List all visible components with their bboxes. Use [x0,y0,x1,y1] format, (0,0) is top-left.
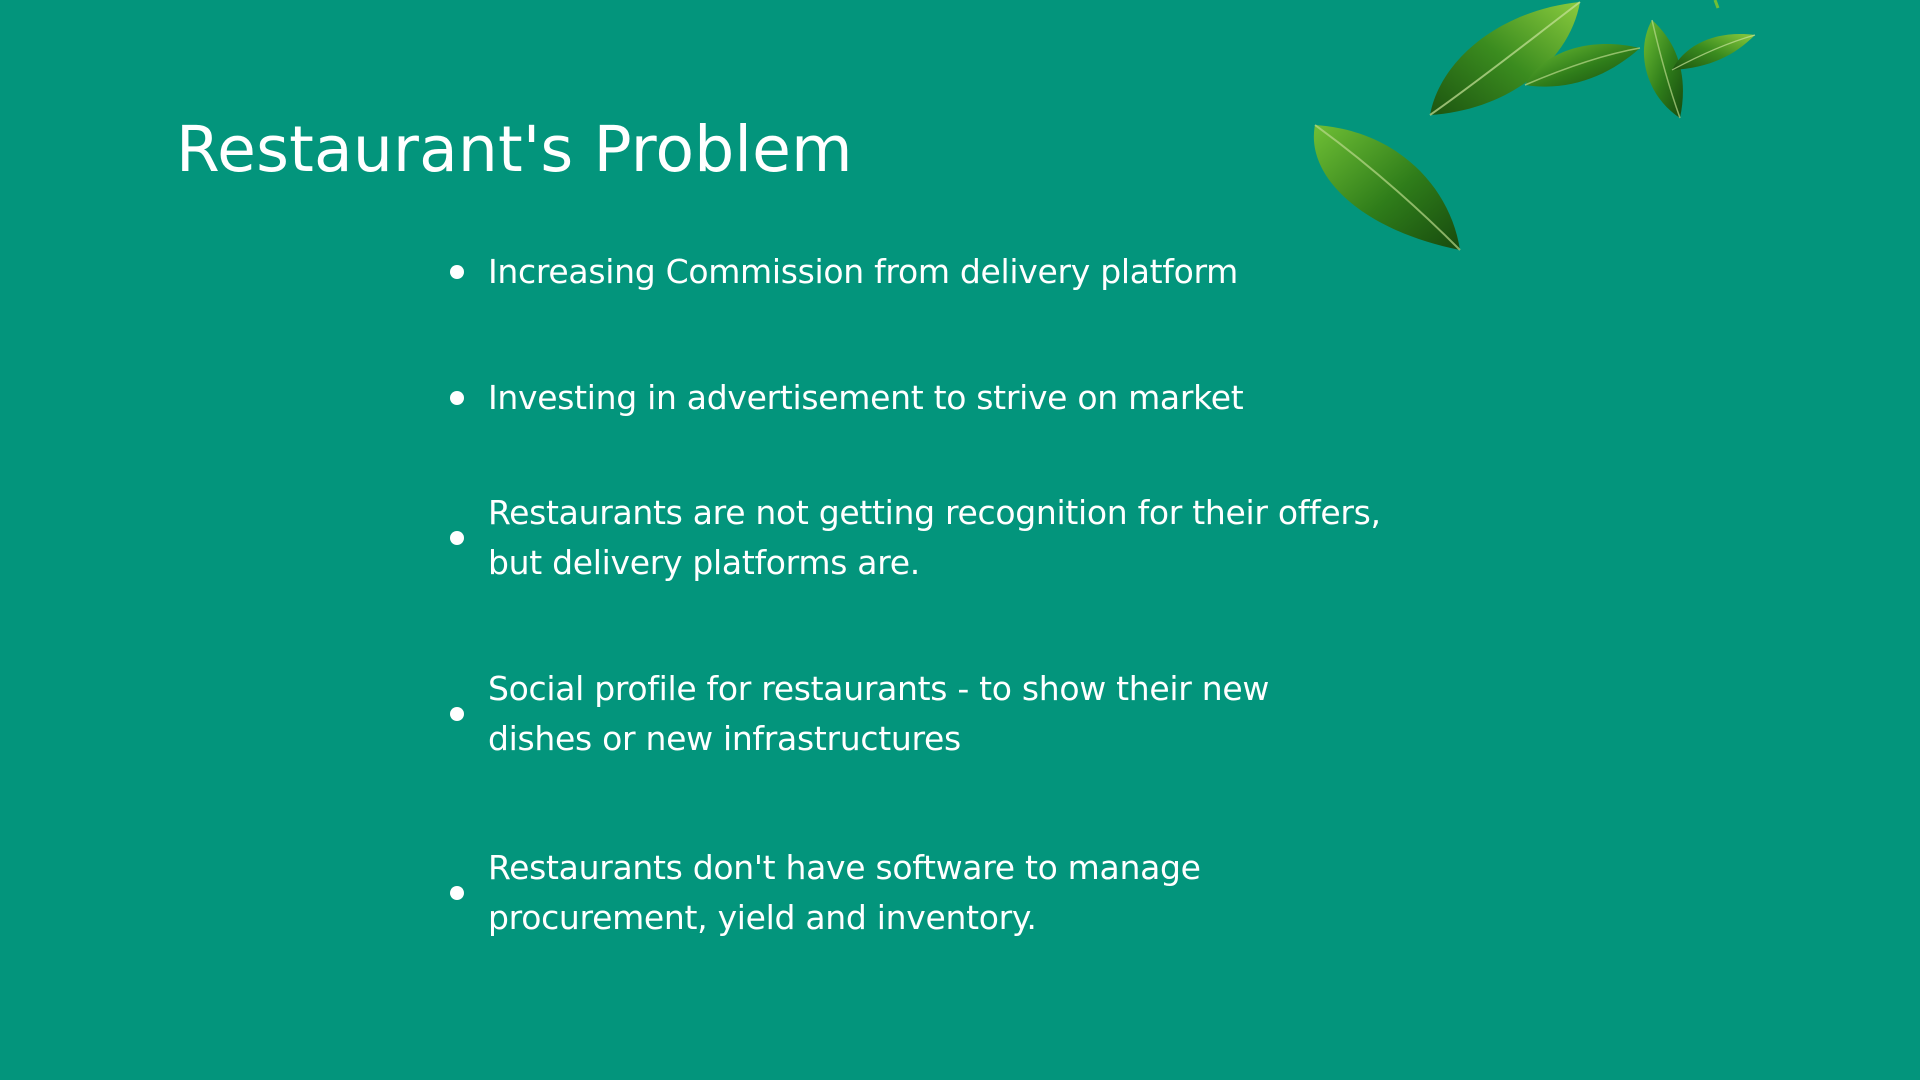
list-item: Restaurants don't have software to manag… [450,843,1450,943]
list-item: Investing in advertisement to strive on … [450,373,1450,423]
leaf-icon [1314,125,1460,250]
bullet-text: Increasing Commission from delivery plat… [488,247,1238,297]
list-item: Restaurants are not getting recognition … [450,488,1450,588]
bullet-text: Restaurants don't have software to manag… [488,843,1201,943]
bullet-dot-icon [450,886,464,900]
bullet-dot-icon [450,707,464,721]
slide-title: Restaurant's Problem [176,108,853,192]
list-item: Social profile for restaurants - to show… [450,664,1450,764]
bullet-dot-icon [450,531,464,545]
bullet-dot-icon [450,265,464,279]
bullet-dot-icon [450,391,464,405]
leaves-decoration [1300,0,1780,260]
bullet-text: Investing in advertisement to strive on … [488,373,1243,423]
bullet-text: Restaurants are not getting recognition … [488,488,1381,588]
bullet-text: Social profile for restaurants - to show… [488,664,1269,764]
leaf-icon [1672,34,1755,70]
